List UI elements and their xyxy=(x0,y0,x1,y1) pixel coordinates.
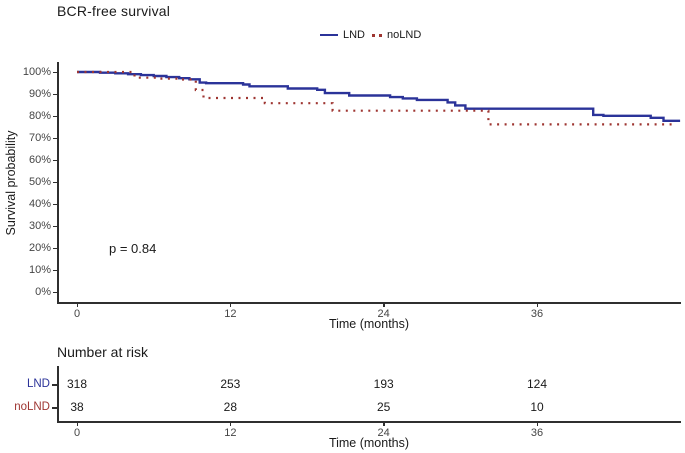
legend-item-lnd: LND xyxy=(320,29,365,41)
y-tick-label: 90% xyxy=(28,88,51,100)
risk-value: 318 xyxy=(66,377,88,391)
y-tick-label: 40% xyxy=(28,198,51,210)
y-tick-label: 10% xyxy=(28,264,51,276)
y-tick-mark xyxy=(53,225,57,227)
x-tick-mark xyxy=(383,303,385,307)
y-tick-mark xyxy=(53,291,57,293)
risk-value: 253 xyxy=(220,377,241,391)
x-tick-label: 12 xyxy=(224,308,237,320)
y-tick-mark xyxy=(53,93,57,95)
risk-value: 193 xyxy=(373,377,394,391)
y-tick-mark xyxy=(53,159,57,161)
x-axis-title: Time (months) xyxy=(328,317,410,331)
risk-row-label-nolnd: noLND xyxy=(14,401,50,413)
lnd-line-swatch-icon xyxy=(320,34,338,36)
y-tick-mark xyxy=(53,137,57,139)
risk-table-header: Number at risk xyxy=(57,344,149,360)
nolnd-survival-curve xyxy=(77,70,673,126)
y-tick-mark xyxy=(53,181,57,183)
y-tick-label: 50% xyxy=(28,176,51,188)
risk-row-label-lnd: LND xyxy=(26,378,50,390)
y-tick-label: 20% xyxy=(28,242,51,254)
lnd-survival-curve xyxy=(77,70,681,122)
y-tick-mark xyxy=(53,203,57,205)
x-axis-line xyxy=(57,302,681,304)
nolnd-dotted-swatch-icon xyxy=(372,33,383,37)
risk-x-axis-title: Time (months) xyxy=(328,436,410,450)
risk-x-axis-line xyxy=(57,421,681,423)
p-value-annotation: p = 0.84 xyxy=(109,241,157,256)
x-tick-label: 0 xyxy=(73,308,81,320)
y-tick-label: 70% xyxy=(28,132,51,144)
risk-x-tick-label: 12 xyxy=(224,427,237,439)
risk-value: 25 xyxy=(376,400,391,414)
y-tick-mark xyxy=(53,247,57,249)
risk-value: 124 xyxy=(526,377,548,391)
x-tick-mark xyxy=(536,303,538,307)
risk-row-tick-mark xyxy=(52,384,57,386)
risk-value: 28 xyxy=(223,400,237,414)
y-tick-mark xyxy=(53,115,57,117)
x-tick-mark xyxy=(229,303,232,307)
x-tick-label: 36 xyxy=(530,308,544,320)
legend-label-lnd: LND xyxy=(343,29,366,41)
risk-row-tick-mark xyxy=(52,407,57,409)
risk-y-axis-line xyxy=(57,366,59,422)
km-plot-canvas xyxy=(77,70,681,126)
y-tick-mark xyxy=(53,269,57,271)
page-title: BCR-free survival xyxy=(57,3,171,19)
y-tick-label: 80% xyxy=(28,110,51,122)
risk-x-tick-mark xyxy=(229,422,232,426)
legend: LND noLND xyxy=(320,29,421,41)
risk-x-tick-label: 36 xyxy=(530,427,544,439)
risk-x-tick-mark xyxy=(383,422,385,426)
risk-x-tick-label: 0 xyxy=(73,427,81,439)
risk-value: 10 xyxy=(530,400,544,414)
risk-x-tick-mark xyxy=(536,422,538,426)
risk-x-tick-label: 24 xyxy=(377,427,390,439)
legend-label-nolnd: noLND xyxy=(387,29,422,41)
y-tick-label: 60% xyxy=(28,154,51,166)
y-tick-label: 0% xyxy=(35,286,51,298)
y-axis-line xyxy=(57,62,59,303)
x-tick-label: 24 xyxy=(377,308,390,320)
y-tick-label: 100% xyxy=(22,66,51,78)
x-tick-mark xyxy=(76,303,78,307)
y-tick-mark xyxy=(53,71,57,73)
y-tick-label: 30% xyxy=(28,220,51,232)
risk-value: 38 xyxy=(70,400,84,414)
legend-item-nolnd: noLND xyxy=(372,29,421,41)
risk-x-tick-mark xyxy=(76,422,78,426)
